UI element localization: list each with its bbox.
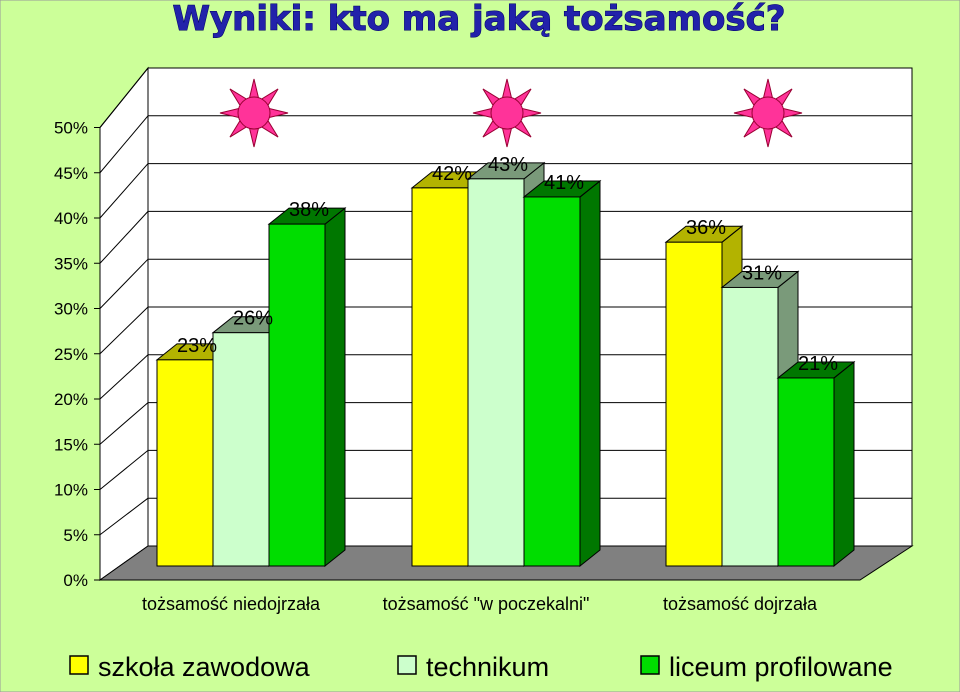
data-label: 31%: [742, 262, 782, 284]
side-gridline: [99, 115, 149, 174]
side-gridline: [99, 450, 149, 490]
side-gridline: [99, 497, 149, 536]
data-label: 21%: [798, 353, 838, 375]
y-tick-label: 35%: [54, 254, 88, 273]
y-tick-label: 0%: [63, 571, 88, 590]
side-gridline: [99, 258, 149, 309]
legend-label: szkoła zawodowa: [98, 652, 311, 682]
side-gridline: [99, 306, 149, 355]
y-tick-label: 5%: [63, 526, 88, 545]
legend-swatch: [640, 655, 660, 675]
bar: [522, 179, 602, 568]
y-tick-label: 20%: [54, 390, 88, 409]
data-label: 38%: [289, 199, 329, 221]
side-gridline: [99, 402, 149, 445]
x-category-label: tożsamość "w poczekalni": [383, 594, 590, 614]
side-gridline: [99, 163, 149, 219]
y-tick-label: 40%: [54, 209, 88, 228]
data-label: 36%: [686, 217, 726, 239]
legend-label: technikum: [426, 652, 549, 682]
legend-swatch: [69, 655, 89, 675]
y-tick-label: 50%: [54, 119, 88, 138]
side-gridline: [99, 67, 149, 128]
data-label: 43%: [488, 154, 528, 176]
sun-icon: [733, 78, 803, 148]
data-label: 26%: [233, 308, 273, 330]
chart-title: Wyniki: kto ma jaką tożsamość?: [173, 0, 786, 39]
bar: [720, 270, 800, 568]
x-category-label: tożsamość dojrzała: [663, 594, 818, 614]
data-label: 41%: [544, 172, 584, 194]
bar: [267, 207, 347, 568]
data-label: 42%: [432, 163, 472, 185]
y-tick-label: 30%: [54, 300, 88, 319]
legend-label: liceum profilowane: [669, 652, 893, 682]
y-tick-label: 10%: [54, 481, 88, 500]
y-tick-label: 15%: [54, 435, 88, 454]
sun-icon: [219, 78, 289, 148]
y-tick-label: 25%: [54, 345, 88, 364]
bar: [776, 360, 856, 568]
x-category-label: tożsamość niedojrzała: [142, 594, 321, 614]
side-gridline: [99, 354, 149, 400]
side-gridline: [99, 211, 149, 264]
data-label: 23%: [177, 335, 217, 357]
y-tick-label: 45%: [54, 164, 88, 183]
legend-swatch: [397, 655, 417, 675]
sun-icon: [472, 78, 542, 148]
